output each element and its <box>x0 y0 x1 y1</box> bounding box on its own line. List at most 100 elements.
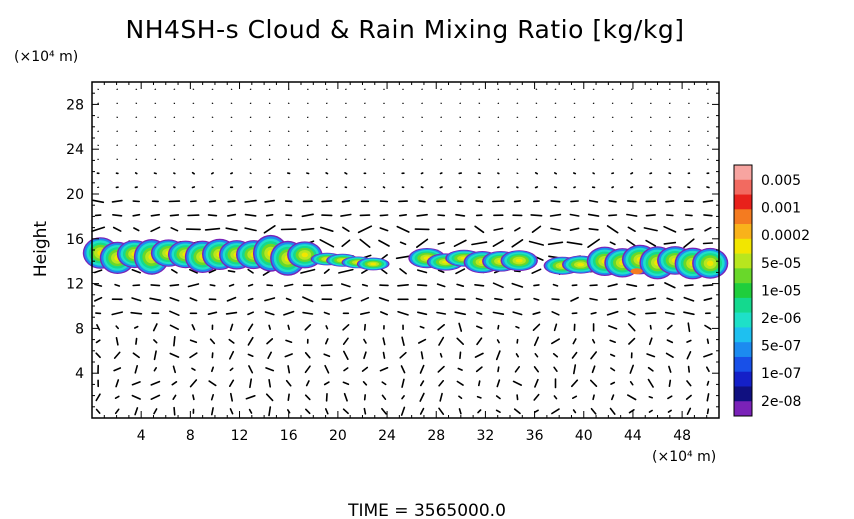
wind-vector <box>419 364 425 374</box>
y-tick-label: 20 <box>66 187 84 203</box>
wind-vector <box>115 336 119 346</box>
wind-vector <box>111 311 123 316</box>
wind-vector <box>132 352 140 359</box>
wind-vector <box>471 241 488 246</box>
x-tick-label: 4 <box>137 428 146 444</box>
wind-vector <box>610 394 615 401</box>
wind-vector <box>247 323 254 332</box>
wind-vector <box>230 392 233 402</box>
wind-vector <box>208 269 217 274</box>
wind-vector <box>665 200 675 203</box>
wind-vector <box>152 323 158 332</box>
wind-vector <box>229 379 235 388</box>
wind-vector <box>244 227 257 232</box>
wind-vector <box>667 409 672 413</box>
wind-vector <box>592 172 595 175</box>
wind-vector <box>686 350 692 360</box>
wind-vector <box>704 226 712 232</box>
wind-vector <box>359 311 370 316</box>
wind-vector <box>169 310 180 317</box>
wind-vector <box>419 380 425 387</box>
wind-vector <box>647 378 654 388</box>
wind-vector <box>459 351 462 360</box>
wind-vector <box>687 365 691 373</box>
wind-vector <box>268 406 272 417</box>
wind-vector <box>438 407 445 416</box>
wind-vector <box>609 407 616 415</box>
wind-vector <box>361 283 369 287</box>
wind-vector <box>533 393 540 401</box>
wind-vector <box>378 296 390 302</box>
wind-vector <box>244 199 257 203</box>
wind-vector <box>683 296 695 302</box>
wind-vector <box>342 226 350 232</box>
wind-vector <box>515 353 520 358</box>
wind-vector <box>592 394 595 401</box>
wind-vector <box>515 325 520 329</box>
colorbar-label: 1e-05 <box>761 283 801 299</box>
wind-vector <box>265 214 274 217</box>
wind-vector <box>191 171 195 175</box>
wind-vector <box>382 337 386 346</box>
wind-vector <box>209 284 216 287</box>
wind-vector <box>437 269 445 274</box>
wind-vector <box>551 310 560 316</box>
colorbar-swatch <box>734 327 752 343</box>
wind-vector <box>553 366 558 373</box>
colorbar-label: 1e-07 <box>761 366 801 382</box>
wind-vector <box>115 379 120 388</box>
wind-vector <box>247 297 254 301</box>
colorbar-swatch <box>734 312 752 328</box>
wind-vector <box>381 407 387 415</box>
wind-vector <box>397 283 409 287</box>
wind-vector <box>190 200 197 203</box>
wind-vector <box>587 238 601 248</box>
wind-vector <box>226 296 237 302</box>
colorbar-swatch <box>734 297 752 313</box>
wind-vector <box>379 214 389 217</box>
wind-vector <box>609 353 616 357</box>
wind-vector <box>245 394 256 400</box>
cloud-cell <box>301 252 308 258</box>
wind-vector <box>606 225 619 234</box>
wind-vector <box>456 380 464 386</box>
wind-vector <box>400 365 406 374</box>
wind-vector <box>113 351 121 359</box>
wind-vector <box>609 241 616 246</box>
wind-vector <box>323 268 330 274</box>
wind-vector <box>172 394 177 401</box>
wind-vector <box>359 238 371 248</box>
wind-vector <box>589 379 598 388</box>
wind-vector <box>211 407 214 416</box>
colorbar-label: 5e-07 <box>761 339 801 355</box>
wind-vector <box>571 351 578 359</box>
wind-vector <box>572 409 577 414</box>
wind-vector <box>227 269 236 273</box>
wind-vector <box>381 394 387 401</box>
x-tick-label: 32 <box>476 428 494 444</box>
wind-vector <box>456 283 465 288</box>
wind-vector <box>513 200 522 203</box>
wind-vector <box>302 311 314 315</box>
wind-vector <box>551 298 560 301</box>
x-tick-label: 16 <box>280 428 298 444</box>
y-tick-label: 28 <box>66 97 84 113</box>
wind-vector <box>648 409 653 413</box>
wind-vector <box>420 186 424 189</box>
wind-vector <box>513 408 521 415</box>
wind-vector <box>209 338 216 345</box>
wind-vector <box>153 408 158 415</box>
wind-vector <box>553 395 558 400</box>
y-tick-label: 24 <box>66 142 84 158</box>
wind-vector <box>495 350 501 361</box>
wind-vector <box>189 339 198 344</box>
wind-vector <box>379 311 389 316</box>
wind-vector <box>453 239 467 247</box>
wind-vector <box>666 339 674 344</box>
wind-vector <box>173 406 176 416</box>
wind-vector <box>627 297 636 301</box>
wind-vector <box>169 324 179 331</box>
wind-vector <box>379 366 389 372</box>
wind-vector <box>134 364 138 374</box>
wind-vector <box>378 239 390 247</box>
